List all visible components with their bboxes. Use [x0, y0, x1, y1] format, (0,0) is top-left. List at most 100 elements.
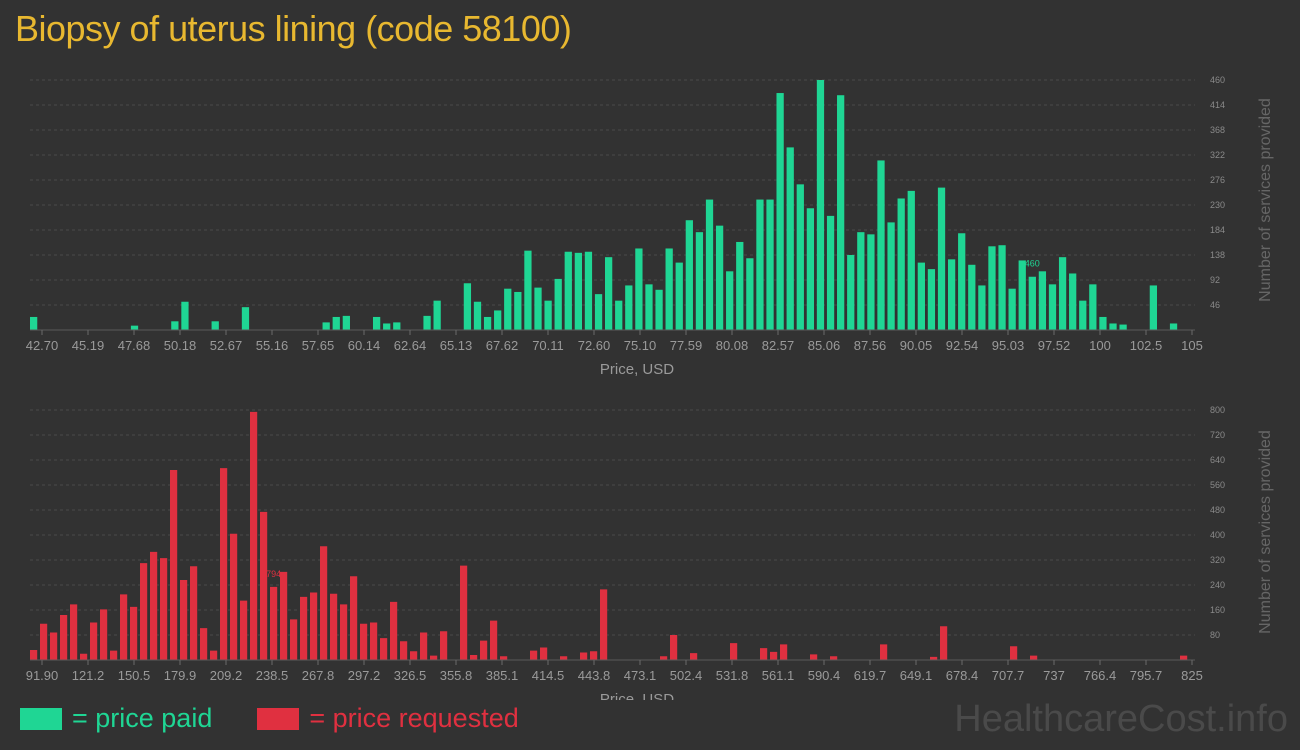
x-tick-label: 209.2	[210, 668, 243, 683]
bar	[897, 198, 905, 330]
bar	[110, 650, 118, 660]
x-tick-label: 414.5	[532, 668, 565, 683]
bar	[460, 565, 468, 660]
chart-price-requested: 80 160 240 320 400 480 560 640 720 800 794 91.90 121…	[26, 405, 1274, 700]
x-tick-label: 590.4	[808, 668, 841, 683]
bar	[473, 301, 482, 330]
bar	[715, 225, 724, 330]
bar	[544, 300, 552, 330]
bar	[322, 322, 330, 330]
bar	[927, 269, 936, 330]
bar	[494, 310, 502, 330]
bar	[320, 546, 328, 660]
bar	[685, 220, 693, 330]
bar	[524, 250, 532, 330]
y-tick-label: 80	[1210, 630, 1220, 640]
bar	[1089, 284, 1097, 330]
bar	[540, 647, 548, 660]
bar	[867, 234, 875, 330]
legend-swatch-requested	[257, 707, 300, 730]
bar	[1058, 257, 1067, 330]
y-tick-label: 460	[1210, 75, 1225, 85]
y-tick-label: 400	[1210, 530, 1225, 540]
bar	[730, 643, 738, 660]
bar	[150, 551, 158, 660]
x-tick-label: 121.2	[72, 668, 105, 683]
watermark: HealthcareCost.info	[954, 698, 1288, 740]
legend-label-requested: = price requested	[309, 703, 519, 733]
bar	[660, 656, 668, 660]
x-tick-label: 47.68	[118, 338, 151, 353]
y-tick-label: 320	[1210, 555, 1225, 565]
bar	[1030, 655, 1038, 660]
x-tick-label: 443.8	[578, 668, 611, 683]
bar	[826, 215, 835, 330]
bar	[390, 601, 398, 660]
bar	[330, 593, 338, 660]
x-axis-label: Price, USD	[600, 691, 674, 700]
x-tick-label: 91.90	[26, 668, 59, 683]
bar	[130, 325, 139, 330]
bar	[90, 622, 98, 660]
bar	[130, 606, 138, 660]
bar	[1149, 285, 1157, 330]
bar	[280, 571, 288, 660]
bar	[1099, 316, 1107, 330]
x-tick-label: 326.5	[394, 668, 427, 683]
bar	[80, 653, 88, 660]
bar	[625, 285, 633, 330]
bar	[420, 632, 428, 660]
bar	[360, 623, 368, 660]
bar	[968, 264, 976, 330]
bar	[998, 245, 1006, 330]
bar	[534, 287, 542, 330]
y-tick-label: 160	[1210, 605, 1225, 615]
bar	[60, 615, 68, 660]
y-tick-label: 414	[1210, 100, 1225, 110]
bar	[590, 651, 598, 660]
x-tick-label: 105	[1181, 338, 1203, 353]
x-tick-label: 531.8	[716, 668, 749, 683]
bar	[170, 470, 178, 660]
bar	[220, 468, 228, 660]
x-tick-label: 52.67	[210, 338, 243, 353]
bar	[1079, 300, 1087, 330]
bar	[574, 252, 582, 330]
bar	[250, 411, 258, 660]
y-tick-label: 46	[1210, 300, 1220, 310]
bar	[300, 596, 308, 660]
y-tick-label: 240	[1210, 580, 1225, 590]
y-tick-label: 720	[1210, 430, 1225, 440]
max-value-label: 794	[266, 569, 281, 579]
x-tick-label: 150.5	[118, 668, 151, 683]
x-tick-label: 179.9	[164, 668, 197, 683]
legend-swatch-paid	[20, 707, 62, 730]
x-tick-label: 55.16	[256, 338, 289, 353]
x-tick-label: 82.57	[762, 338, 795, 353]
bar	[877, 160, 885, 330]
bar	[1109, 323, 1117, 330]
bar	[705, 199, 714, 330]
x-tick-label: 92.54	[946, 338, 979, 353]
bar	[210, 650, 218, 660]
y-tick-label: 138	[1210, 250, 1225, 260]
bar	[600, 589, 608, 660]
bar	[816, 80, 825, 330]
bar	[30, 650, 38, 660]
bar	[766, 199, 774, 330]
page-title: Biopsy of uterus lining (code 58100)	[15, 8, 572, 49]
bar	[1038, 271, 1047, 330]
bar	[490, 620, 498, 660]
bar	[796, 184, 804, 330]
x-tick-label: 100	[1089, 338, 1111, 353]
y-axis-label: Number of services provided	[1257, 98, 1274, 302]
bar	[400, 641, 408, 660]
x-tick-label: 67.62	[486, 338, 519, 353]
x-tick-label: 72.60	[578, 338, 611, 353]
bar	[1028, 276, 1036, 330]
bar	[580, 652, 588, 660]
x-tick-label: 825	[1181, 668, 1203, 683]
x-tick-label: 238.5	[256, 668, 289, 683]
legend: = price paid = price requested	[20, 703, 564, 734]
bar	[770, 651, 778, 660]
